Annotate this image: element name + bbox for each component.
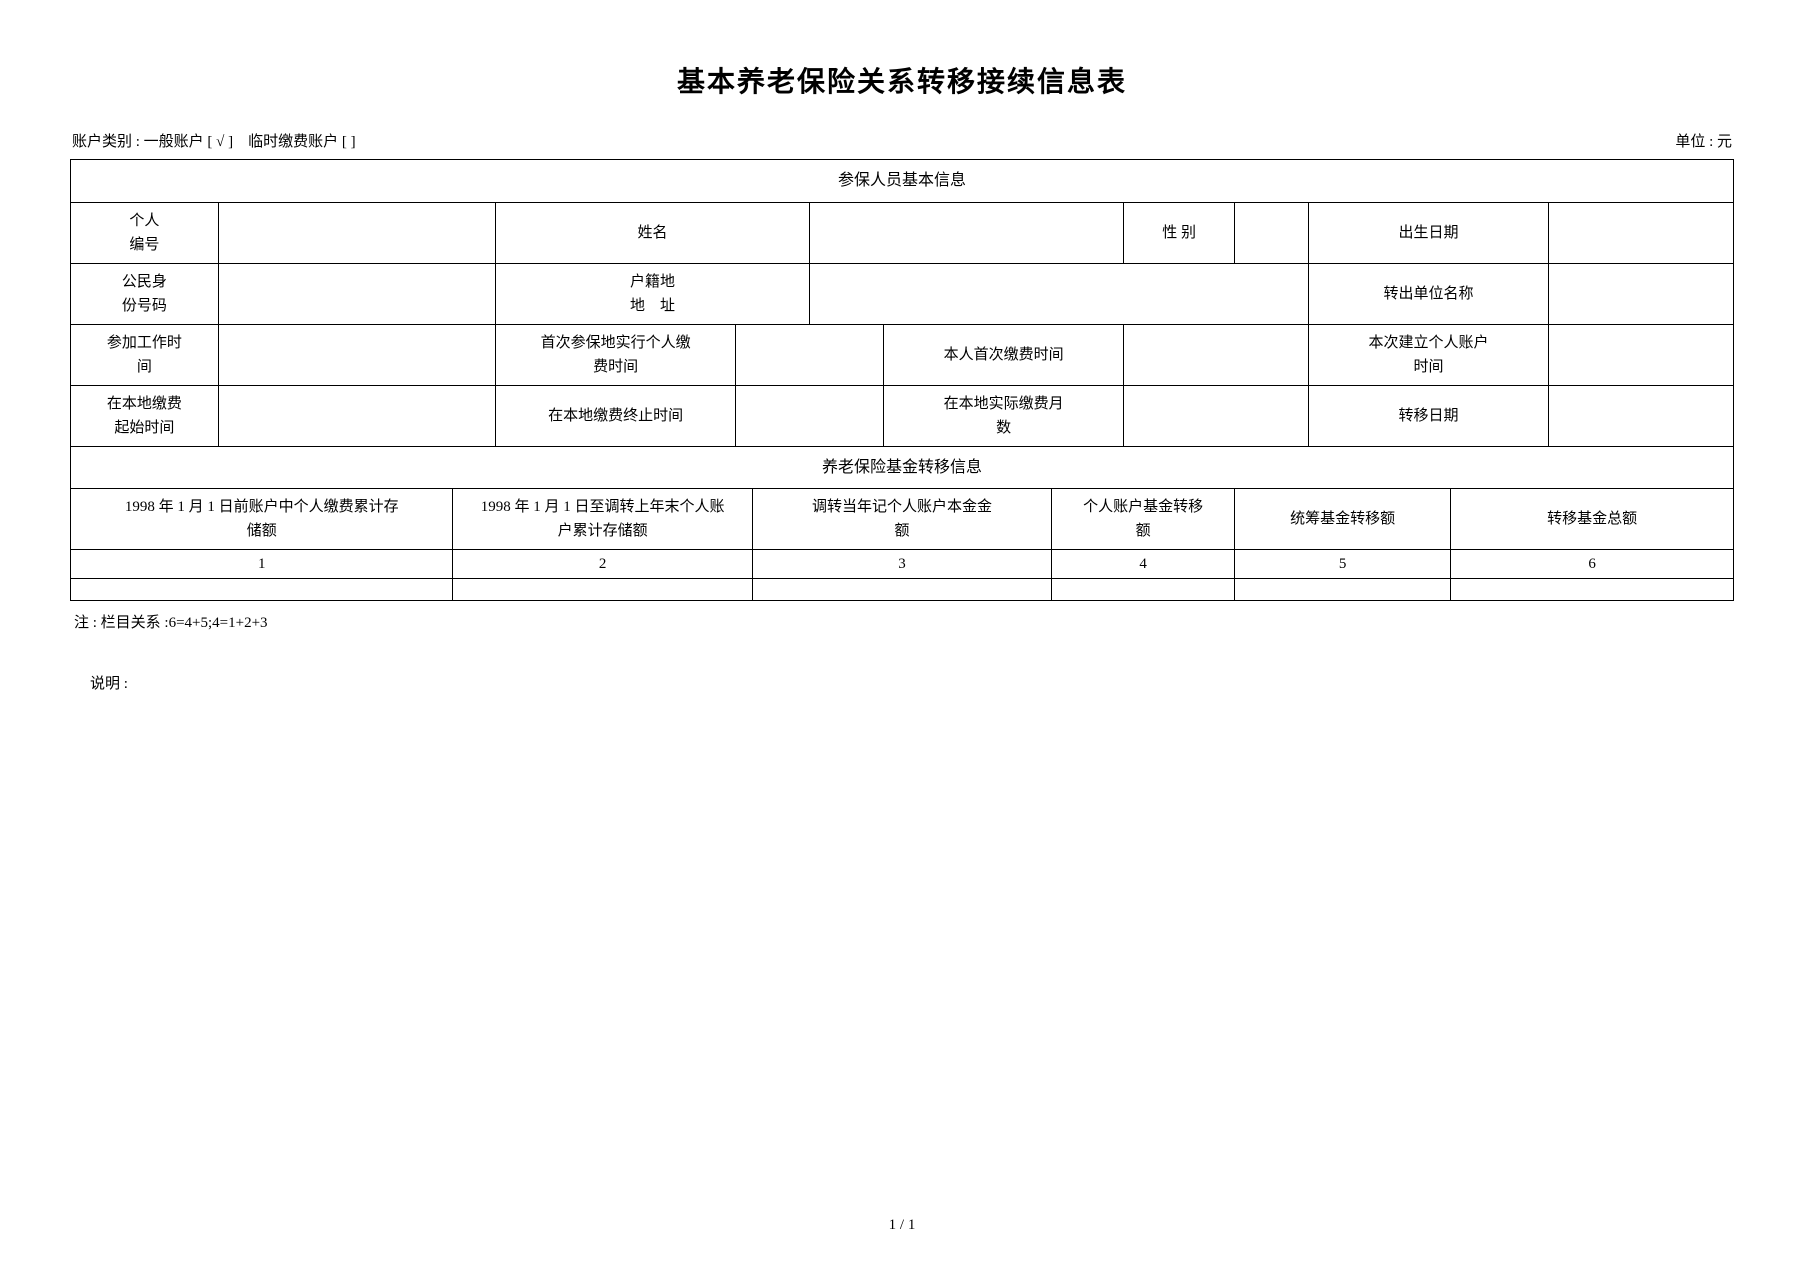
label-local-pay-months: 在本地实际缴费月数 — [883, 385, 1123, 446]
value-col5 — [1235, 579, 1451, 601]
section2-header: 养老保险基金转移信息 — [71, 447, 1734, 489]
colnum-3: 3 — [752, 550, 1051, 579]
value-col3 — [752, 579, 1051, 601]
colnum-1: 1 — [71, 550, 453, 579]
value-account-setup-time — [1549, 324, 1734, 385]
colnum-2: 2 — [453, 550, 752, 579]
value-col4 — [1052, 579, 1235, 601]
value-citizen-id — [218, 263, 495, 324]
value-personal-id — [218, 202, 495, 263]
col-total-transfer: 转移基金总额 — [1451, 489, 1734, 550]
section1-header: 参保人员基本信息 — [71, 160, 1734, 203]
col-personal-transfer: 个人账户基金转移额 — [1052, 489, 1235, 550]
col-pooled-transfer: 统筹基金转移额 — [1235, 489, 1451, 550]
account-temp: 临时缴费账户 [ ] — [248, 134, 356, 150]
label-transfer-out-unit: 转出单位名称 — [1308, 263, 1548, 324]
colnum-6: 6 — [1451, 550, 1734, 579]
label-personal-id: 个人编号 — [71, 202, 219, 263]
unit-label: 单位 : 元 — [1675, 130, 1732, 151]
label-local-pay-start: 在本地缴费起始时间 — [71, 385, 219, 446]
label-citizen-id: 公民身份号码 — [71, 263, 219, 324]
value-col6 — [1451, 579, 1734, 601]
value-transfer-date — [1549, 385, 1734, 446]
table-row: 个人编号 姓名 性 别 出生日期 — [71, 202, 1734, 263]
value-self-first-pay — [1124, 324, 1309, 385]
value-name — [810, 202, 1124, 263]
value-transfer-out-unit — [1549, 263, 1734, 324]
page-title: 基本养老保险关系转移接续信息表 — [70, 60, 1734, 100]
label-name: 姓名 — [495, 202, 809, 263]
label-transfer-date: 转移日期 — [1308, 385, 1548, 446]
label-work-start: 参加工作时间 — [71, 324, 219, 385]
table-row: 1998 年 1 月 1 日前账户中个人缴费累计存储额 1998 年 1 月 1… — [71, 489, 1734, 550]
col-pre1998-savings: 1998 年 1 月 1 日前账户中个人缴费累计存储额 — [71, 489, 453, 550]
document-page: 基本养老保险关系转移接续信息表 账户类别 : 一般账户 [ √ ] 临时缴费账户… — [0, 0, 1804, 1274]
value-local-pay-start — [218, 385, 495, 446]
label-birthdate: 出生日期 — [1308, 202, 1548, 263]
table-row: 公民身份号码 户籍地地 址 转出单位名称 — [71, 263, 1734, 324]
label-gender: 性 别 — [1124, 202, 1235, 263]
page-footer: 1 / 1 — [0, 1217, 1804, 1234]
account-general: 一般账户 [ √ ] — [144, 134, 233, 150]
colnum-5: 5 — [1235, 550, 1451, 579]
header-row: 账户类别 : 一般账户 [ √ ] 临时缴费账户 [ ] 单位 : 元 — [70, 130, 1734, 151]
table-row: 1 2 3 4 5 6 — [71, 550, 1734, 579]
table-row — [71, 579, 1734, 601]
label-first-ins-pay-time: 首次参保地实行个人缴费时间 — [495, 324, 735, 385]
basic-info-table: 参保人员基本信息 个人编号 姓名 性 别 出生日期 公民身份号码 户籍地地 址 … — [70, 159, 1734, 447]
value-address — [810, 263, 1309, 324]
col-post1998-savings: 1998 年 1 月 1 日至调转上年末个人账户累计存储额 — [453, 489, 752, 550]
explain-label: 说明 : — [90, 672, 1734, 693]
value-birthdate — [1549, 202, 1734, 263]
value-work-start — [218, 324, 495, 385]
note-relation: 注 : 栏目关系 :6=4+5;4=1+2+3 — [74, 611, 1734, 632]
label-self-first-pay: 本人首次缴费时间 — [883, 324, 1123, 385]
fund-transfer-table: 养老保险基金转移信息 1998 年 1 月 1 日前账户中个人缴费累计存储额 1… — [70, 447, 1734, 602]
value-col2 — [453, 579, 752, 601]
label-account-setup-time: 本次建立个人账户时间 — [1308, 324, 1548, 385]
label-local-pay-end: 在本地缴费终止时间 — [495, 385, 735, 446]
colnum-4: 4 — [1052, 550, 1235, 579]
table-row: 在本地缴费起始时间 在本地缴费终止时间 在本地实际缴费月数 转移日期 — [71, 385, 1734, 446]
value-gender — [1235, 202, 1309, 263]
account-type: 账户类别 : 一般账户 [ √ ] 临时缴费账户 [ ] — [72, 130, 356, 151]
col-current-year-principal: 调转当年记个人账户本金金额 — [752, 489, 1051, 550]
table-row: 参加工作时间 首次参保地实行个人缴费时间 本人首次缴费时间 本次建立个人账户时间 — [71, 324, 1734, 385]
label-address: 户籍地地 址 — [495, 263, 809, 324]
value-local-pay-months — [1124, 385, 1309, 446]
account-type-label: 账户类别 : — [72, 134, 140, 150]
value-local-pay-end — [736, 385, 884, 446]
value-first-ins-pay-time — [736, 324, 884, 385]
value-col1 — [71, 579, 453, 601]
